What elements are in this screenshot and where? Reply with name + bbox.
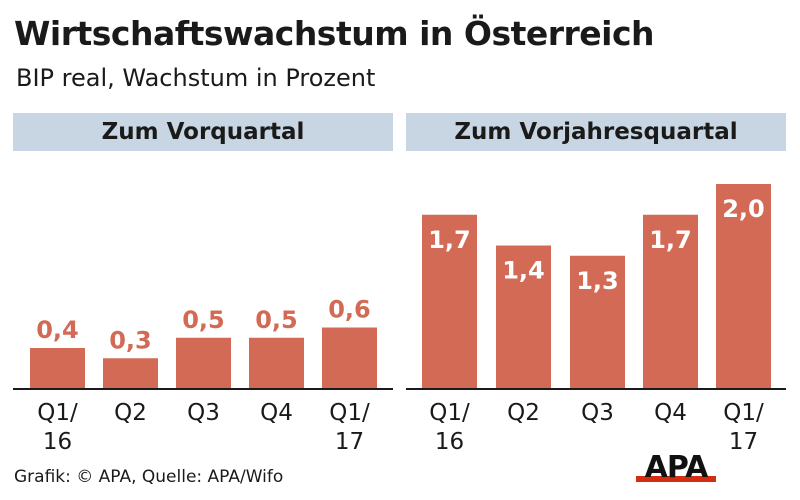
panel-header-vorquartal: Zum Vorquartal [13,113,393,151]
category-label-0-4-0: Q1/ [329,400,370,426]
category-label-1-0-0: Q1/ [429,400,470,426]
apa-logo: APA [636,450,716,485]
bar-0-3 [249,337,304,389]
category-label-0-4-1: 17 [335,429,364,455]
value-label-1-2: 1,3 [576,267,619,295]
bar-0-1 [103,358,158,389]
category-label-1-4-1: 17 [729,429,758,455]
bar-1-2 [570,255,625,389]
value-label-1-3: 1,7 [649,226,692,254]
value-label-1-4: 2,0 [722,195,765,223]
logo-text: APA [644,450,709,485]
bar-0-0 [30,348,85,389]
category-label-1-3-0: Q4 [654,400,687,426]
category-label-0-0-0: Q1/ [37,400,78,426]
category-label-1-0-1: 16 [435,429,464,455]
value-label-1-0: 1,7 [428,226,471,254]
category-label-1-4-0: Q1/ [723,400,764,426]
bar-1-0 [422,214,477,389]
category-label-0-3-0: Q4 [260,400,293,426]
chart-subtitle: BIP real, Wachstum in Prozent [16,64,376,92]
bar-0-2 [176,337,231,389]
value-label-0-2: 0,5 [182,306,225,334]
bar-1-4 [716,184,771,389]
logo-bar [636,476,716,482]
value-label-0-0: 0,4 [36,316,79,344]
panel-title-vorjahresquartal: Zum Vorjahresquartal [454,119,738,145]
category-label-0-0-1: 16 [43,429,72,455]
value-label-0-4: 0,6 [328,296,371,324]
category-label-1-2-0: Q3 [581,400,614,426]
source-footer: Grafik: © APA, Quelle: APA/Wifo [14,467,284,487]
category-label-1-1-0: Q2 [507,400,540,426]
panel-title-vorquartal: Zum Vorquartal [101,119,305,145]
bar-1-3 [643,214,698,389]
bar-0-4 [322,327,377,389]
panel-header-vorjahresquartal: Zum Vorjahresquartal [406,113,786,151]
chart-title: Wirtschaftswachstum in Österreich [14,14,655,53]
category-label-0-2-0: Q3 [187,400,220,426]
value-label-0-3: 0,5 [255,306,298,334]
value-label-0-1: 0,3 [109,326,152,354]
bar-1-1 [496,245,551,389]
value-label-1-1: 1,4 [502,257,545,285]
category-label-0-1-0: Q2 [114,400,147,426]
